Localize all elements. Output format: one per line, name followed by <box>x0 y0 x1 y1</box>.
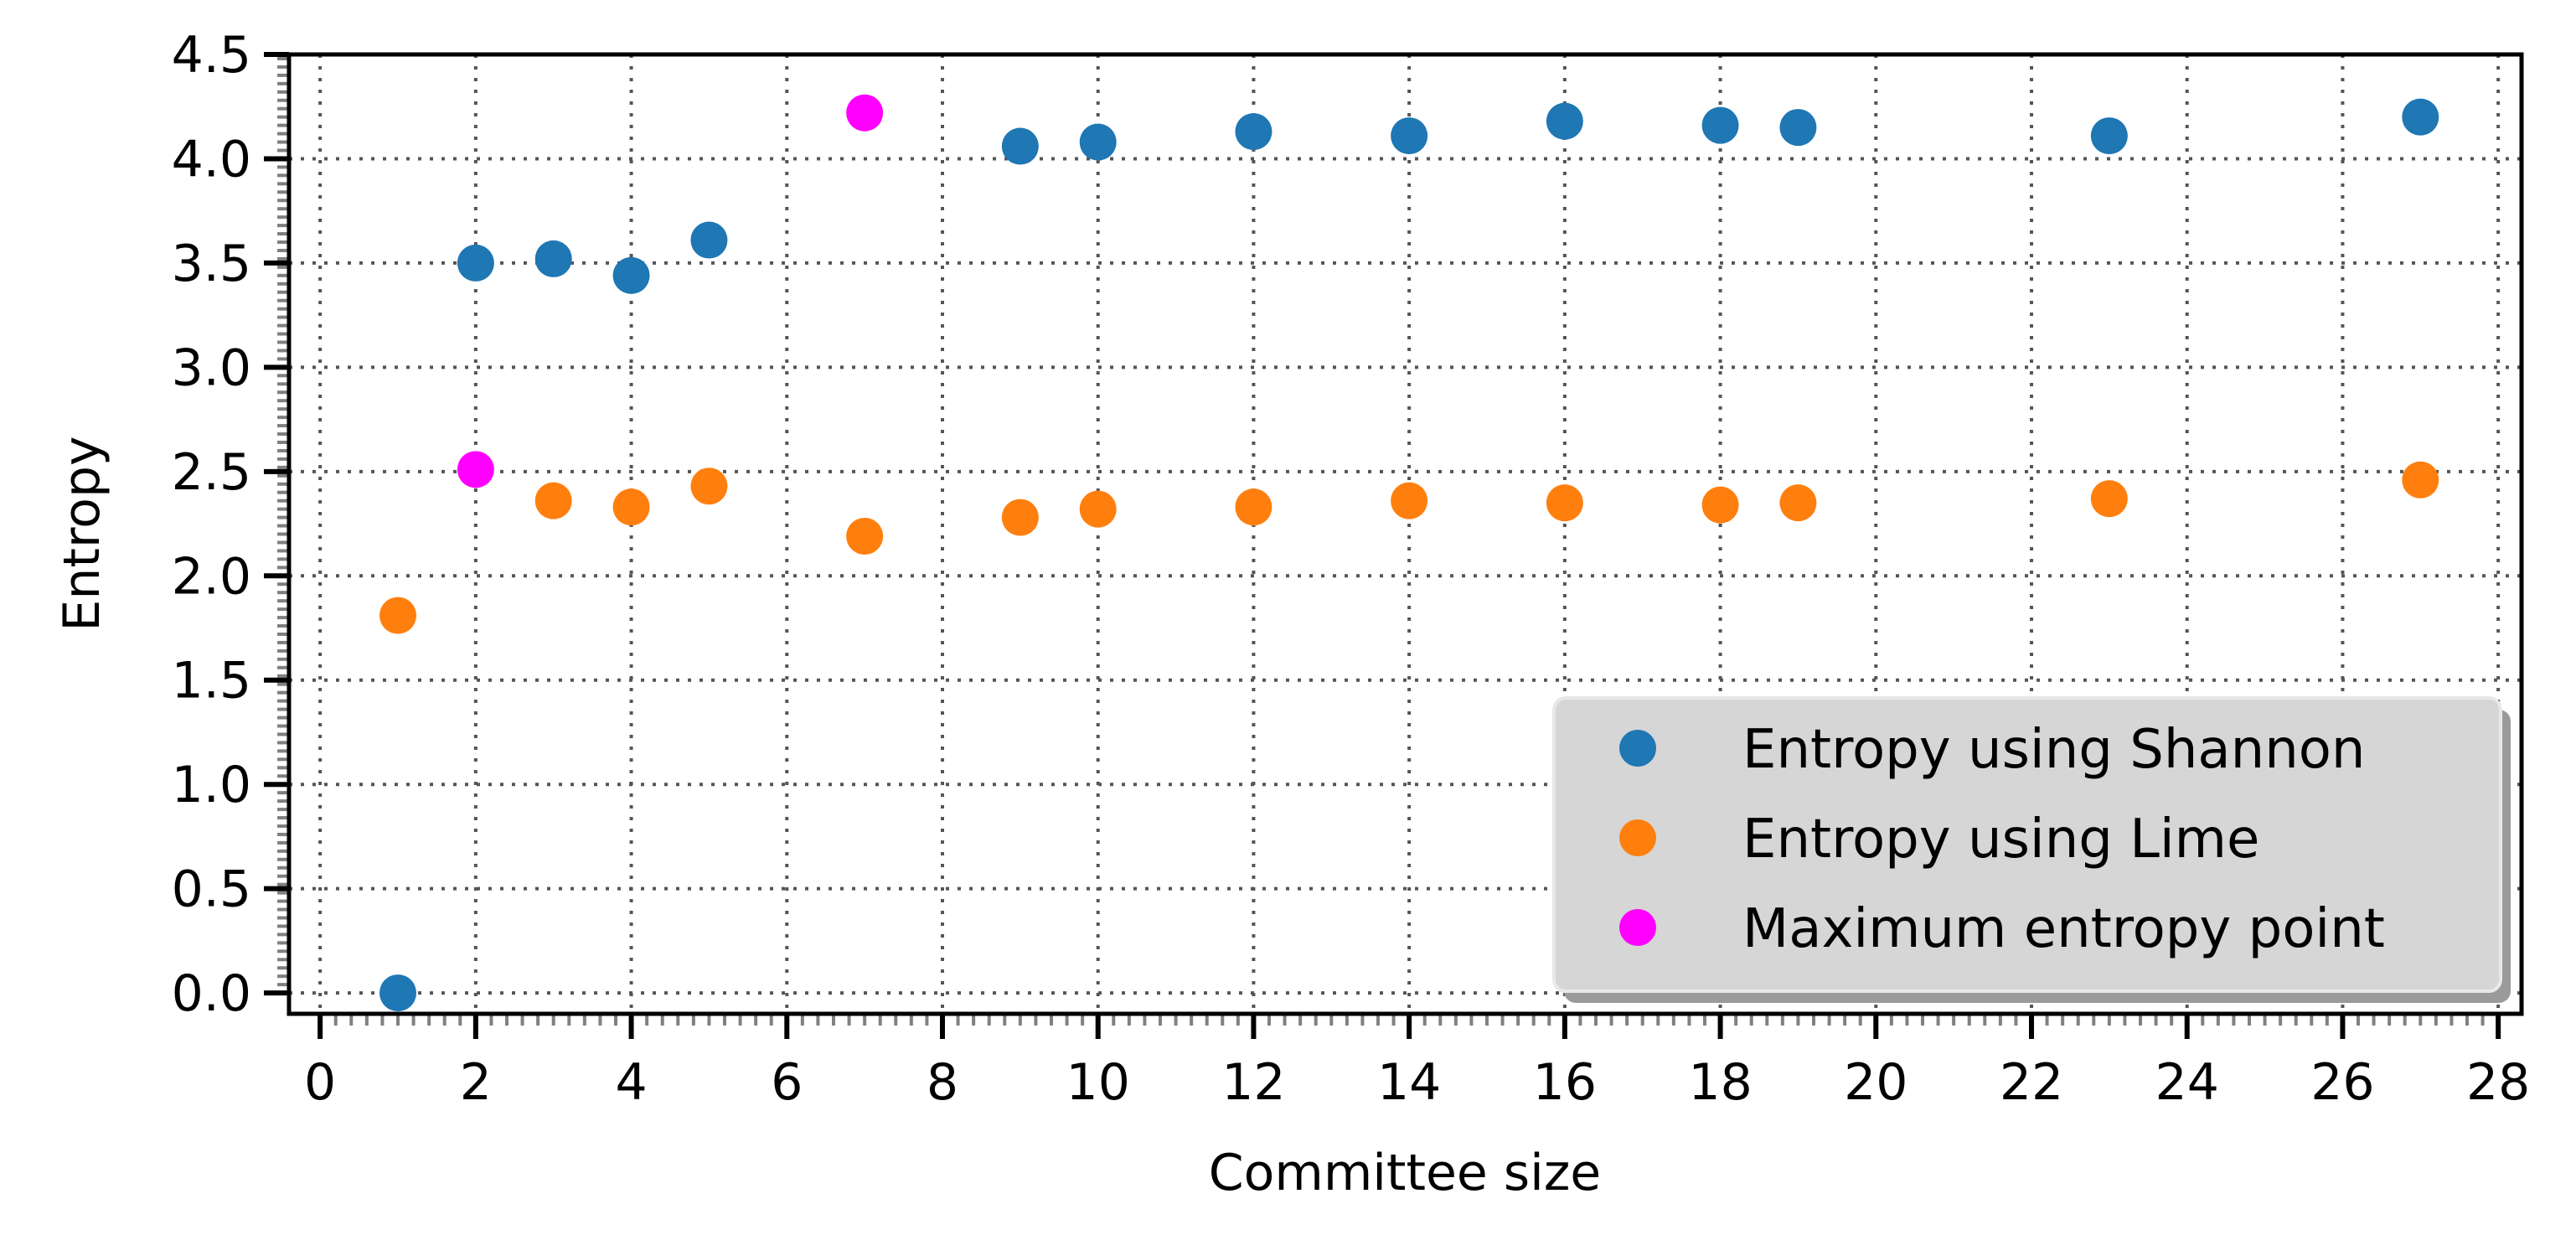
data-point-series-1 <box>1701 106 1739 144</box>
x-tick-label: 6 <box>771 1053 803 1112</box>
x-tick-label: 12 <box>1221 1053 1285 1112</box>
ticks: 0 2 4 6 8 10 12 14 16 18 20 22 24 26 280.00.51.01.52.0… <box>172 26 2531 1112</box>
data-point-series-2 <box>534 482 572 519</box>
data-point-series-1 <box>2402 98 2439 136</box>
y-tick-label: 2.5 <box>172 443 251 502</box>
x-tick-label: 4 <box>615 1053 647 1112</box>
data-point-series-1 <box>1079 123 1117 161</box>
legend-label: Maximum entropy point <box>1742 898 2385 960</box>
data-point-series-2 <box>2402 461 2439 499</box>
data-point-series-1 <box>612 256 650 294</box>
x-axis-title: Committee size <box>1209 1144 1601 1202</box>
y-tick-label: 0.5 <box>172 860 251 919</box>
data-point-series-2 <box>379 597 416 634</box>
y-tick-label: 1.5 <box>172 652 251 711</box>
y-tick-label: 3.0 <box>172 338 251 397</box>
x-tick-label: 18 <box>1688 1053 1752 1112</box>
y-tick-label: 2.0 <box>172 547 251 606</box>
data-point-series-2 <box>1779 484 1817 522</box>
x-tick-label: 24 <box>2155 1053 2219 1112</box>
legend-marker <box>1619 819 1656 856</box>
data-point-series-2 <box>1001 499 1039 536</box>
data-point-series-1 <box>1391 117 1428 155</box>
data-point-series-2 <box>690 468 728 505</box>
data-point-series-1 <box>690 221 728 259</box>
data-point-series-2 <box>612 488 650 526</box>
y-tick-label: 1.0 <box>172 756 251 814</box>
data-points <box>379 94 2439 1012</box>
data-point-series-2 <box>1546 484 1583 522</box>
data-point-series-1 <box>2090 117 2128 155</box>
data-point-series-2 <box>1079 490 1117 528</box>
x-tick-label: 2 <box>460 1053 492 1112</box>
data-point-series-3 <box>457 451 494 488</box>
legend-marker <box>1619 909 1656 946</box>
data-point-series-1 <box>457 244 494 282</box>
legend-box <box>1552 696 2502 993</box>
data-point-series-2 <box>1235 488 1273 526</box>
y-tick-label: 0.0 <box>172 964 251 1023</box>
legend-label: Entropy using Lime <box>1742 809 2259 871</box>
data-point-series-1 <box>1235 113 1273 151</box>
x-tick-label: 20 <box>1844 1053 1907 1112</box>
x-tick-label: 14 <box>1377 1053 1441 1112</box>
x-tick-label: 0 <box>304 1053 336 1112</box>
legend: Entropy using Shannon Entropy using Lime M… <box>1552 696 2511 1003</box>
data-point-series-1 <box>1546 102 1583 140</box>
y-tick-label: 4.5 <box>172 26 251 85</box>
x-tick-label: 26 <box>2310 1053 2374 1112</box>
legend-label: Entropy using Shannon <box>1742 719 2365 781</box>
y-tick-label: 3.5 <box>172 235 251 293</box>
data-point-series-1 <box>1779 109 1817 147</box>
x-tick-label: 28 <box>2466 1053 2530 1112</box>
data-point-series-3 <box>846 94 884 132</box>
x-tick-label: 8 <box>927 1053 958 1112</box>
x-tick-label: 10 <box>1066 1053 1130 1112</box>
x-tick-label: 22 <box>2000 1053 2063 1112</box>
data-point-series-2 <box>2090 480 2128 518</box>
legend-marker <box>1619 730 1656 767</box>
data-point-series-2 <box>846 517 884 555</box>
x-tick-label: 16 <box>1533 1053 1597 1112</box>
data-point-series-1 <box>534 240 572 277</box>
data-point-series-1 <box>379 974 416 1012</box>
data-point-series-1 <box>1001 127 1039 165</box>
data-point-series-2 <box>1701 486 1739 524</box>
y-tick-label: 4.0 <box>172 130 251 189</box>
plot-frame <box>287 52 2524 1016</box>
y-axis-title: Entropy <box>53 436 111 631</box>
data-point-series-2 <box>1391 482 1428 519</box>
